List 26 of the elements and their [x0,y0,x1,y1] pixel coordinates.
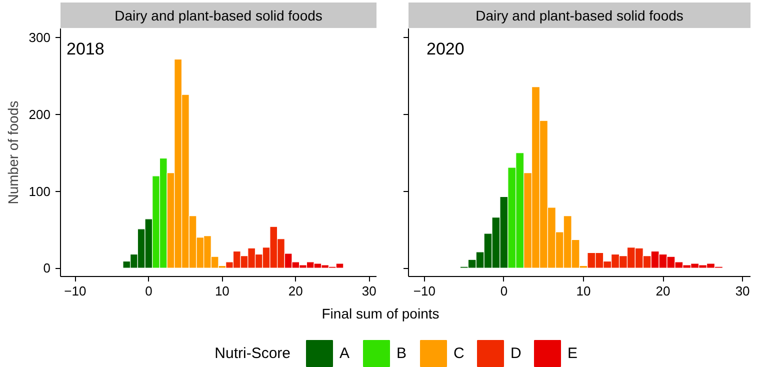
chart-title: Dairy and plant-based solid foods [476,8,684,24]
x-tick-label: 30 [735,284,750,298]
y-tick-label: 300 [28,30,51,46]
legend-label: B [396,345,407,362]
x-tick-label: 20 [288,284,303,298]
y-tick-label: 100 [28,184,51,199]
legend-label: E [568,345,578,362]
legend-label: C [454,345,464,362]
x-tick-label: −10 [413,284,436,298]
y-axis-title: Number of foods [4,100,21,204]
x-tick-label: 0 [145,284,152,298]
legend-label: A [340,345,350,362]
x-tick-label: 0 [500,284,508,298]
y-tick-label: 200 [28,106,51,122]
x-tick-label: −10 [64,284,86,298]
x-axis-title: Final sum of points [322,306,440,322]
annotation: 2020 [426,40,464,58]
x-tick-label: 30 [362,284,376,298]
y-tick-label: 0 [43,260,51,276]
legend-label: D [510,345,522,362]
x-tick-label: 10 [214,284,230,298]
x-tick-label: 20 [656,284,670,298]
chart-title: Dairy and plant-based solid foods [114,8,322,24]
legend-title: Nutri-Score [214,345,291,362]
annotation: 2018 [66,40,104,58]
x-tick-label: 10 [576,284,591,298]
